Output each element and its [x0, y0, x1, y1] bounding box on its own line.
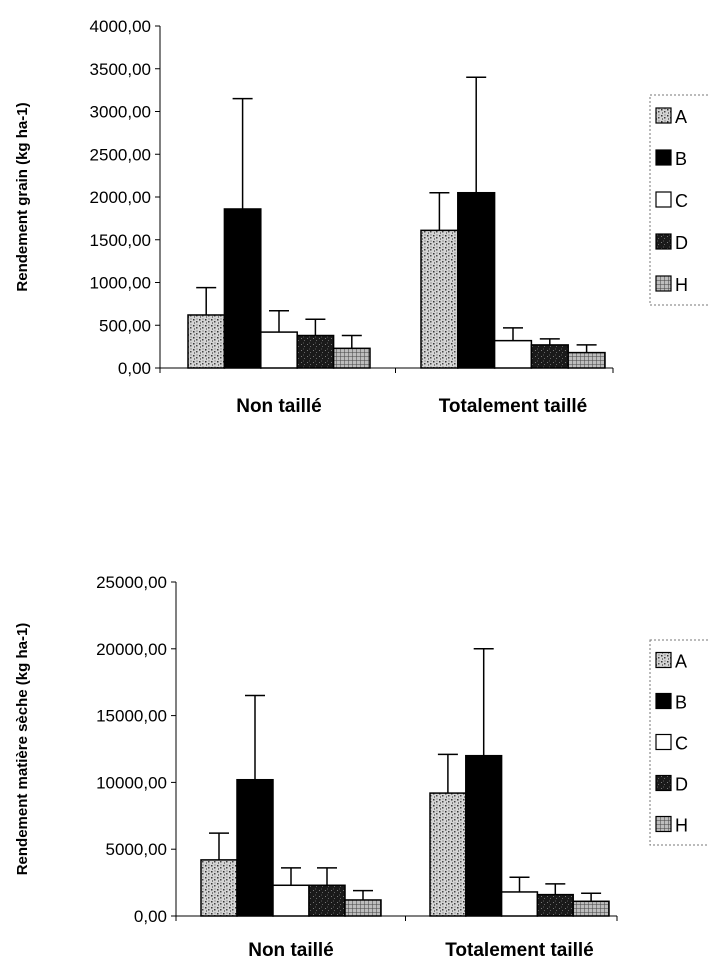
y-tick-label: 500,00 — [99, 316, 151, 335]
grain-yield-chart: 0,00 500,00 1000,00 1500,00 2000,00 2500,00 30… — [14, 17, 708, 417]
y-tick-label: 5000,00 — [106, 840, 167, 859]
y-tick-label: 15000,00 — [96, 707, 167, 726]
legend-swatch-a — [655, 107, 672, 124]
y-tick-label: 1500,00 — [90, 231, 151, 250]
legend-swatch-b — [655, 692, 672, 710]
y-tick-label: 0,00 — [134, 907, 167, 926]
bar-a-2 — [420, 229, 459, 369]
bar-c-1 — [260, 331, 298, 369]
y-axis-label: Rendement grain (kg ha-1) — [14, 102, 31, 291]
category-label: Totalement taillé — [445, 940, 594, 961]
legend-swatch-h — [655, 815, 672, 833]
legend-swatch-c — [655, 191, 672, 208]
y-tick-label: 10000,00 — [96, 773, 167, 792]
bar-b-1 — [236, 778, 274, 917]
y-tick-label: 0,00 — [118, 359, 151, 378]
legend-label: C — [675, 191, 688, 211]
legend-label: A — [675, 107, 687, 127]
legend-label: C — [675, 734, 688, 754]
bar-d-2 — [536, 893, 574, 917]
bar-b-1 — [223, 208, 262, 369]
y-tick-label: 2000,00 — [90, 188, 151, 207]
legend-label: D — [675, 233, 688, 253]
legend-label: D — [675, 775, 688, 795]
y-tick-label: 3500,00 — [90, 60, 151, 79]
y-tick-label: 20000,00 — [96, 640, 167, 659]
bar-c-2 — [493, 339, 533, 369]
legend-swatch-h — [655, 275, 672, 292]
y-tick-label: 1000,00 — [90, 274, 151, 293]
dry-matter-yield-chart: 0,00 5000,00 10000,00 15000,00 20000,00 25000… — [14, 573, 708, 961]
legend-swatch-d — [655, 774, 672, 792]
legend-swatch-a — [655, 651, 672, 669]
bar-d-1 — [308, 884, 346, 917]
legend-label: B — [675, 149, 687, 169]
bar-d-1 — [296, 334, 335, 369]
bar-d-2 — [530, 344, 569, 369]
y-axis-label: Rendement matière sèche (kg ha-1) — [14, 623, 31, 876]
legend-label: B — [675, 693, 687, 713]
category-label: Non taillé — [248, 940, 334, 961]
legend-swatch-d — [655, 233, 672, 250]
bar-c-2 — [500, 891, 539, 917]
legend-swatch-c — [655, 733, 672, 751]
bar-a-2 — [429, 792, 467, 917]
legend-label: H — [675, 275, 688, 295]
legend-swatch-b — [655, 149, 672, 166]
bar-a-1 — [187, 314, 226, 369]
bar-c-1 — [272, 884, 310, 917]
bar-b-2 — [465, 754, 503, 917]
category-label: Totalement taillé — [439, 396, 588, 417]
bar-h-2 — [567, 351, 606, 369]
bar-h-1 — [332, 347, 371, 369]
legend-label: H — [675, 816, 688, 836]
y-tick-label: 25000,00 — [96, 573, 167, 592]
category-label: Non taillé — [236, 396, 322, 417]
bar-h-1 — [344, 899, 382, 917]
y-tick-label: 3000,00 — [90, 103, 151, 122]
legend-label: A — [675, 652, 687, 672]
bar-a-1 — [200, 859, 238, 917]
y-tick-label: 2500,00 — [90, 145, 151, 164]
bar-h-2 — [572, 900, 610, 917]
y-tick-label: 4000,00 — [90, 17, 151, 36]
bar-b-2 — [457, 191, 496, 369]
